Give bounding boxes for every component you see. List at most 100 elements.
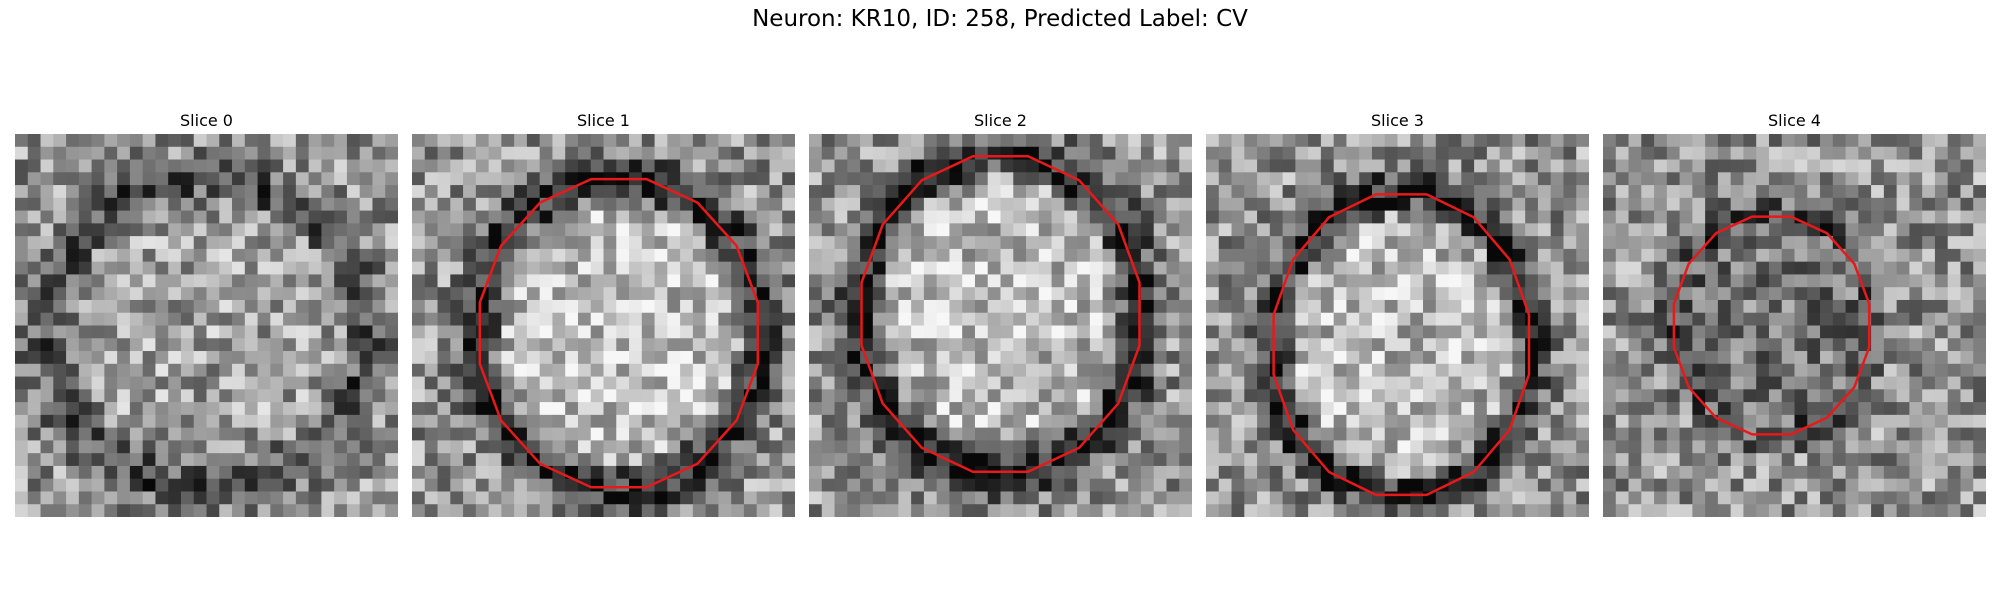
pixel	[193, 465, 208, 480]
pixel	[424, 389, 439, 403]
pixel	[1333, 427, 1348, 441]
pixel	[1603, 351, 1617, 365]
pixel	[27, 134, 42, 148]
pixel	[270, 185, 284, 199]
pixel	[437, 299, 451, 314]
pixel	[295, 414, 310, 429]
pixel	[193, 197, 208, 212]
pixel	[821, 146, 836, 161]
pixel	[1896, 197, 1910, 212]
pixel	[1679, 172, 1693, 186]
pixel	[1359, 389, 1373, 403]
pixel	[1384, 338, 1399, 352]
pixel	[526, 261, 541, 276]
pixel	[949, 312, 963, 327]
pixel	[1448, 491, 1462, 505]
pixel	[1051, 427, 1065, 441]
pixel	[1410, 402, 1424, 416]
pixel	[1883, 338, 1898, 352]
pixel	[142, 172, 157, 186]
pixel	[385, 134, 398, 148]
pixel	[295, 236, 310, 250]
pixel	[1218, 504, 1233, 517]
pixel	[53, 427, 67, 441]
pixel	[232, 159, 246, 173]
pixel	[1525, 504, 1539, 517]
pixel	[987, 478, 1002, 493]
pixel	[974, 440, 989, 454]
pixel	[1218, 465, 1233, 480]
pixel	[1333, 491, 1348, 505]
pixel	[1257, 389, 1271, 403]
pixel	[1615, 491, 1630, 505]
pixel	[78, 491, 93, 505]
pixel	[654, 325, 668, 339]
pixel	[782, 210, 795, 224]
pixel	[1333, 223, 1348, 237]
pixel	[1077, 261, 1091, 276]
pixel	[1499, 440, 1513, 454]
pixel	[424, 402, 439, 416]
pixel	[206, 185, 220, 199]
pixel	[1576, 248, 1589, 263]
pixel	[667, 274, 681, 288]
pixel	[860, 146, 874, 161]
pixel	[206, 274, 220, 288]
pixel	[1692, 325, 1706, 339]
pixel	[1973, 223, 1986, 237]
pixel	[1257, 402, 1271, 416]
pixel	[603, 185, 617, 199]
pixel	[641, 236, 656, 250]
pixel	[603, 274, 617, 288]
pixel	[1308, 223, 1322, 237]
pixel	[1206, 504, 1220, 517]
pixel	[142, 402, 157, 416]
pixel	[1064, 453, 1078, 467]
pixel	[321, 465, 335, 480]
pixel	[1654, 134, 1668, 148]
pixel	[1423, 172, 1437, 186]
pixel	[1641, 376, 1655, 390]
pixel	[257, 363, 271, 378]
pixel	[1960, 465, 1974, 480]
pixel	[142, 299, 157, 314]
pixel	[283, 363, 297, 378]
pixel	[412, 146, 426, 161]
pixel	[1909, 236, 1923, 250]
pixel	[15, 376, 29, 390]
pixel	[1871, 478, 1885, 493]
pixel	[232, 389, 246, 403]
pixel	[1371, 414, 1386, 429]
pixel	[1922, 299, 1936, 314]
pixel	[1550, 376, 1565, 390]
pixel	[705, 248, 719, 263]
pixel	[526, 402, 541, 416]
pixel	[1153, 210, 1168, 224]
pixel	[1537, 338, 1552, 352]
pixel	[987, 325, 1002, 339]
pixel	[193, 134, 208, 148]
pixel	[104, 351, 118, 365]
pixel	[1000, 223, 1014, 237]
neuron-contour	[1672, 215, 1871, 436]
pixel	[1820, 363, 1834, 378]
pixel	[680, 427, 694, 441]
pixel	[1346, 338, 1360, 352]
pixel	[1512, 197, 1526, 212]
pixel	[1756, 465, 1770, 480]
pixel	[1563, 338, 1577, 352]
pixel	[219, 185, 233, 199]
pixel	[308, 376, 322, 390]
pixel	[1768, 134, 1783, 148]
pixel	[1115, 261, 1129, 276]
pixel	[244, 325, 259, 339]
pixel	[142, 414, 157, 429]
pixel	[232, 197, 246, 212]
pixel	[1973, 210, 1986, 224]
pixel	[654, 261, 668, 276]
pixel	[1308, 427, 1322, 441]
pixel	[463, 351, 477, 365]
pixel	[155, 376, 169, 390]
pixel	[1128, 287, 1142, 301]
pixel	[1231, 351, 1245, 365]
